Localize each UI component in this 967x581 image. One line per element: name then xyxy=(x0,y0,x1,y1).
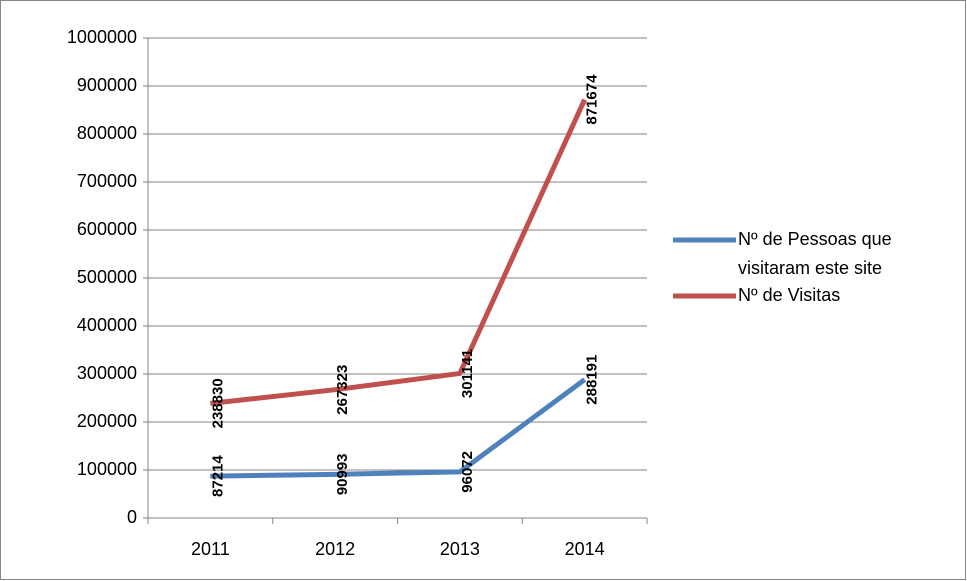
y-tick-label: 800000 xyxy=(77,123,137,143)
series-line xyxy=(210,98,587,406)
x-tick-label: 2013 xyxy=(440,539,480,559)
y-tick-label: 100000 xyxy=(77,459,137,479)
legend-entry: Nº de Pessoas que visitaram este site xyxy=(738,229,892,278)
data-label: 288191 xyxy=(584,355,601,405)
y-tick-label: 200000 xyxy=(77,411,137,431)
data-label: 301141 xyxy=(459,349,476,398)
y-tick-label: 300000 xyxy=(77,363,137,383)
data-label: 238830 xyxy=(209,378,226,428)
y-tick-label: 700000 xyxy=(77,171,137,191)
y-tick-label: 500000 xyxy=(77,267,137,287)
x-tick-label: 2014 xyxy=(565,539,605,559)
y-tick-label: 0 xyxy=(127,507,137,527)
data-label: 871674 xyxy=(584,74,601,125)
y-tick-label: 1000000 xyxy=(67,27,137,47)
data-label: 267323 xyxy=(334,365,351,415)
data-label: 96072 xyxy=(459,451,476,493)
legend-label: Nº de Visitas xyxy=(738,285,841,305)
y-tick-label: 400000 xyxy=(77,315,137,335)
data-label: 90993 xyxy=(334,453,351,495)
x-tick-label: 2012 xyxy=(315,539,355,559)
legend-entry: Nº de Visitas xyxy=(738,285,841,305)
legend-label: Nº de Pessoas que visitaram este site xyxy=(738,229,892,278)
y-tick-label: 600000 xyxy=(77,219,137,239)
data-label: 87214 xyxy=(209,455,226,497)
y-tick-label: 900000 xyxy=(77,75,137,95)
x-tick-label: 2011 xyxy=(191,539,230,559)
series-line xyxy=(210,377,587,479)
